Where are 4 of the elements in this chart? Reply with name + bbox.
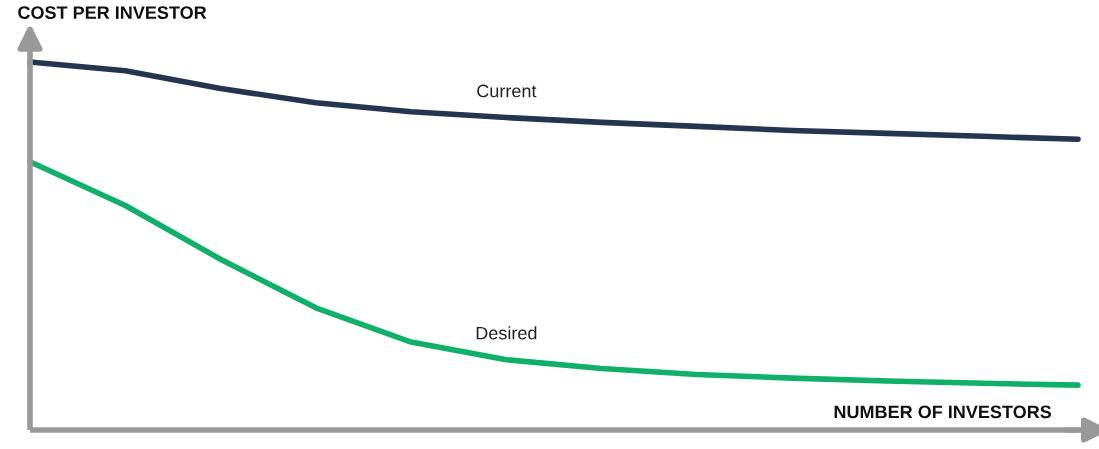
series-label: Current (477, 84, 537, 98)
x-axis-title: NUMBER OF INVESTORS (834, 405, 1052, 419)
y-axis-title: COST PER INVESTOR (18, 6, 207, 20)
series-label: Desired (476, 326, 537, 340)
